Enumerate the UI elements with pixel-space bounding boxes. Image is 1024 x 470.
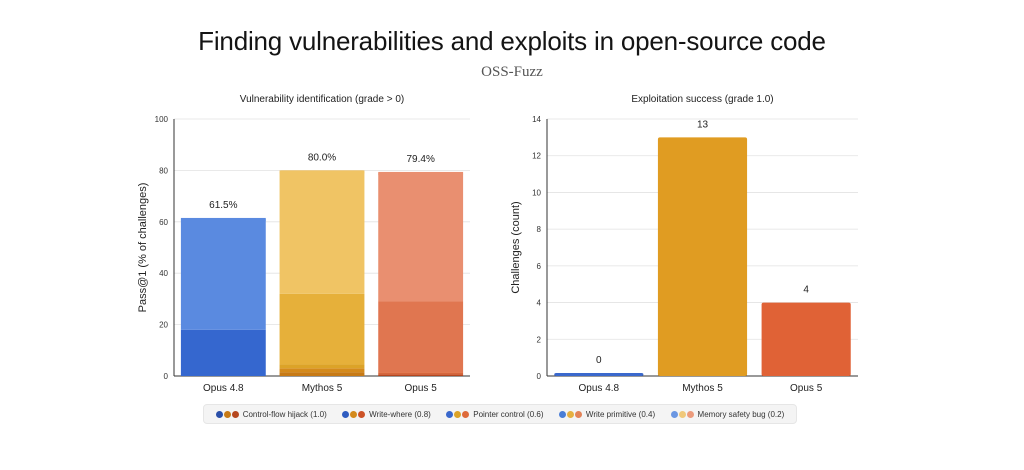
bar-segment [279,372,365,376]
data-label: 79.4% [406,154,434,165]
legend-swatches [342,410,366,418]
bar-segment [279,293,365,365]
legend-swatch [686,410,694,418]
bar-segment [279,364,365,369]
legend-swatches [558,410,582,418]
legend-swatch [350,410,358,418]
y-tick-label: 8 [537,225,542,234]
legend-swatch [566,410,574,418]
y-tick-label: 100 [155,115,169,124]
legend-swatches [215,410,239,418]
y-tick-label: 12 [532,152,541,161]
legend-swatch [358,410,366,418]
data-label: 61.5% [209,200,237,211]
bar-segment [180,329,266,376]
legend-label: Pointer control (0.6) [473,409,544,419]
legend-label: Write primitive (0.4) [585,409,656,419]
y-tick-label: 60 [159,218,168,227]
y-tick-label: 6 [537,262,542,271]
bar-segment [378,373,464,375]
bar-segment [279,368,365,373]
bar-top [180,217,266,222]
bar-segment [378,374,464,376]
x-tick-label: Opus 4.8 [579,383,620,394]
bar [761,302,851,376]
legend-label: Control-flow hijack (1.0) [242,409,327,419]
bar-segment [378,301,464,373]
legend-swatch [231,410,239,418]
x-tick-label: Opus 5 [405,383,438,394]
y-tick-label: 2 [537,335,542,344]
bar-segment [378,171,464,302]
y-tick-label: 80 [159,166,168,175]
legend-swatch [574,410,582,418]
chart-title: Vulnerability identification (grade > 0) [240,94,404,105]
y-tick-label: 0 [537,372,542,381]
legend-swatch [446,410,454,418]
y-tick-label: 0 [164,372,169,381]
bar-segment [180,217,266,330]
legend-swatch [678,410,686,418]
y-tick-label: 40 [159,269,168,278]
legend-swatches [670,410,694,418]
legend-item: Write primitive (0.4) [558,409,656,419]
bar [657,137,748,376]
y-tick-label: 20 [159,321,168,330]
x-tick-label: Opus 5 [790,383,823,394]
legend-swatches [446,410,470,418]
legend-swatch [462,410,470,418]
y-tick-label: 14 [532,115,541,124]
data-label: 80.0% [308,152,336,163]
legend-label: Write-where (0.8) [369,409,431,419]
bar-segment [378,372,464,374]
y-tick-label: 10 [532,188,541,197]
page-title: Finding vulnerabilities and exploits in … [198,26,826,56]
legend-label: Memory safety bug (0.2) [697,409,785,419]
legend-swatch [558,410,566,418]
x-tick-label: Mythos 5 [682,383,723,394]
bar-segment [279,170,365,294]
legend-item: Control-flow hijack (1.0) [215,409,327,419]
legend-swatch [454,410,462,418]
data-label: 13 [697,119,709,130]
legend-item: Write-where (0.8) [342,410,431,419]
x-tick-label: Opus 4.8 [203,383,244,394]
y-axis-label: Pass@1 (% of challenges) [137,183,149,313]
data-label: 0 [596,355,602,366]
legend-item: Pointer control (0.6) [446,409,544,419]
legend: Control-flow hijack (1.0) Write-where (0.… [203,404,797,424]
bar-top [378,171,464,176]
legend-swatch [670,410,678,418]
page-subtitle: OSS-Fuzz [481,64,543,80]
legend-swatch [223,410,231,418]
bar-top [279,170,365,175]
legend-swatch [342,410,350,418]
legend-item: Memory safety bug (0.2) [670,409,785,419]
chart-title: Exploitation success (grade 1.0) [631,94,773,105]
x-tick-label: Mythos 5 [302,383,343,394]
data-label: 4 [803,285,809,296]
legend-swatch [215,410,223,418]
y-tick-label: 4 [537,299,542,308]
bar [554,373,644,376]
y-axis-label: Challenges (count) [510,201,522,293]
